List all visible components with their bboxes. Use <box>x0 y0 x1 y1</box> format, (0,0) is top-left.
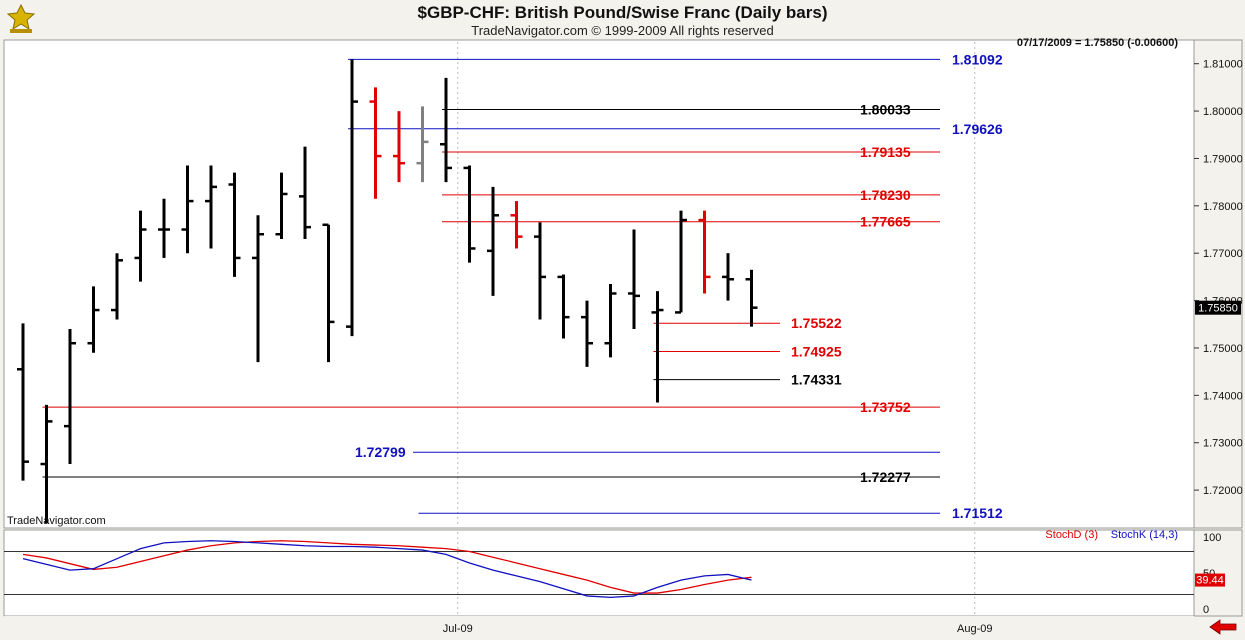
ohlc-bar <box>722 253 734 301</box>
ohlc-bar <box>228 172 241 277</box>
legend-stochd: StochD (3) <box>1045 529 1098 541</box>
ohlc-bar <box>346 59 358 337</box>
stoch-tick-label: 100 <box>1203 532 1221 544</box>
level-label: 1.72799 <box>355 444 406 460</box>
stochastic-legend: StochD (3) StochK (14,3) <box>1045 529 1178 541</box>
legend-stochk: StochK (14,3) <box>1111 529 1178 541</box>
level-label: 1.80033 <box>860 102 911 118</box>
ohlc-bar <box>628 229 640 330</box>
ohlc-bar <box>675 210 687 314</box>
date-tick-label: Jul-09 <box>443 623 473 635</box>
chart-header: $GBP-CHF: British Pound/Swise Franc (Dai… <box>0 0 1245 40</box>
price-tick-label: 1.78000 <box>1203 201 1243 213</box>
date-tick-label: Aug-09 <box>957 623 992 635</box>
price-tick-label: 1.77000 <box>1203 248 1243 260</box>
ohlc-bar <box>463 165 476 263</box>
last-price-tag: 1.75850 <box>1195 300 1241 315</box>
ohlc-bar <box>745 269 758 327</box>
stoch-last-value-tag: 39.44 <box>1195 573 1225 587</box>
ohlc-bar <box>534 222 546 320</box>
price-tick-label: 1.73000 <box>1203 438 1243 450</box>
price-tick-label: 1.72000 <box>1203 485 1243 497</box>
chart-subtitle: TradeNavigator.com © 1999-2009 All right… <box>471 23 774 38</box>
ohlc-bar <box>299 146 311 239</box>
ohlc-bar <box>651 291 664 403</box>
price-plot-area[interactable] <box>3 39 1195 529</box>
level-label: 1.74331 <box>791 372 842 388</box>
ohlc-bar <box>252 215 264 363</box>
level-label: 1.79626 <box>952 121 1003 137</box>
price-tick-label: 1.79000 <box>1203 153 1243 165</box>
stoch-series-line <box>22 540 752 594</box>
date-axis[interactable] <box>4 616 1194 638</box>
ohlc-bar <box>87 286 100 353</box>
price-tick-label: 1.80000 <box>1203 106 1243 118</box>
svg-text:39.44: 39.44 <box>1196 575 1224 587</box>
svg-text:1.75850: 1.75850 <box>1198 303 1238 315</box>
ohlc-bar <box>134 210 147 282</box>
scroll-left-arrow-icon[interactable] <box>1209 619 1237 635</box>
price-tick-label: 1.75000 <box>1203 343 1243 355</box>
stoch-tick-label: 0 <box>1203 604 1209 616</box>
stoch-series-line <box>22 540 752 599</box>
ohlc-bar <box>17 323 29 481</box>
level-label: 1.72277 <box>860 469 911 485</box>
level-label: 1.74925 <box>791 344 842 360</box>
level-label: 1.79135 <box>860 144 911 160</box>
level-label: 1.73752 <box>860 399 911 415</box>
ohlc-bar <box>40 404 53 524</box>
ohlc-bar <box>275 172 288 239</box>
ohlc-bar <box>181 165 194 254</box>
ohlc-bar <box>604 284 617 358</box>
price-tick-label: 1.81000 <box>1203 59 1243 71</box>
ohlc-bar <box>440 77 452 183</box>
trade-navigator-logo-icon[interactable] <box>4 3 38 35</box>
ohlc-bar <box>64 329 76 465</box>
ohlc-bar <box>369 87 382 199</box>
stochastic-plot-area[interactable] <box>3 529 1195 617</box>
watermark: TradeNavigator.com <box>7 515 106 527</box>
price-tick-label: 1.74000 <box>1203 390 1243 402</box>
chart-title: $GBP-CHF: British Pound/Swise Franc (Dai… <box>417 3 828 22</box>
price-axis[interactable] <box>1193 39 1243 529</box>
ohlc-bar <box>698 210 711 294</box>
ohlc-bar <box>557 274 570 339</box>
level-label: 1.77665 <box>860 214 911 230</box>
ohlc-bar <box>158 198 170 258</box>
price-readout: 07/17/2009 = 1.75850 (-0.00600) <box>1017 37 1178 49</box>
ohlc-bar <box>111 253 123 320</box>
stochastic-axis[interactable] <box>1193 529 1243 617</box>
ohlc-bar <box>581 300 593 367</box>
ohlc-bar <box>393 111 405 183</box>
level-label: 1.71512 <box>952 505 1003 521</box>
ohlc-bar <box>510 201 523 249</box>
level-label: 1.75522 <box>791 315 842 331</box>
ohlc-bar <box>205 165 217 249</box>
ohlc-bar <box>416 106 429 183</box>
ohlc-bar <box>322 223 335 363</box>
ohlc-bar <box>487 186 499 296</box>
level-label: 1.81092 <box>952 51 1003 67</box>
level-label: 1.78230 <box>860 187 911 203</box>
